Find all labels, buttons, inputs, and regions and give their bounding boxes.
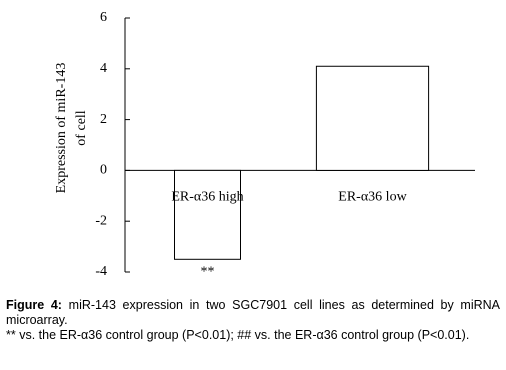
bar xyxy=(174,169,241,260)
x-tick-label: ER-α36 high xyxy=(171,190,243,205)
caption-note: ** vs. the ER-α36 control group (P<0.01)… xyxy=(6,328,470,342)
caption-main: Figure 4: miR-143 expression in two SGC7… xyxy=(6,298,500,328)
y-tick-label: 2 xyxy=(100,112,107,127)
y-tick-label: 6 xyxy=(100,10,107,25)
y-tick-label: 4 xyxy=(100,61,107,76)
x-tick-label: ER-α36 low xyxy=(338,190,407,205)
y-axis-label: of cell xyxy=(74,110,89,145)
chart: Expression of miR-143 of cell -4 -2 0 2 4 6 ER… xyxy=(54,10,475,280)
caption-text: miR-143 expression in two SGC7901 cell l… xyxy=(6,298,500,327)
y-tick-label: -4 xyxy=(95,264,107,279)
caption: Figure 4: miR-143 expression in two SGC7… xyxy=(6,298,500,343)
bar xyxy=(315,65,430,171)
annotation: ** xyxy=(201,265,215,280)
caption-label: Figure 4: xyxy=(6,298,62,312)
y-tick-label: 0 xyxy=(100,163,107,178)
y-axis-label: Expression of miR-143 xyxy=(54,63,69,194)
y-tick-label: -2 xyxy=(95,213,107,228)
